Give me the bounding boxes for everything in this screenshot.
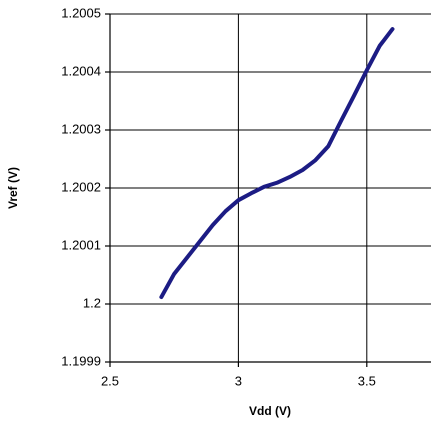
x-tick-label: 3.5 [358,373,376,388]
x-tick-label: 2.5 [101,373,119,388]
y-tick-label: 1.2001 [61,237,101,252]
y-tick-label: 1.2002 [61,179,101,194]
y-tick-label: 1.2005 [61,5,101,20]
y-tick-label: 1.1999 [61,353,101,368]
x-axis-label: Vdd (V) [249,404,291,418]
data-line [159,27,395,300]
y-tick-label: 1.2 [83,295,101,310]
x-tick-label: 3 [235,373,242,388]
y-axis-label: Vref (V) [6,167,20,209]
y-tick-label: 1.2003 [61,121,101,136]
y-tick-label: 1.2004 [61,63,101,78]
